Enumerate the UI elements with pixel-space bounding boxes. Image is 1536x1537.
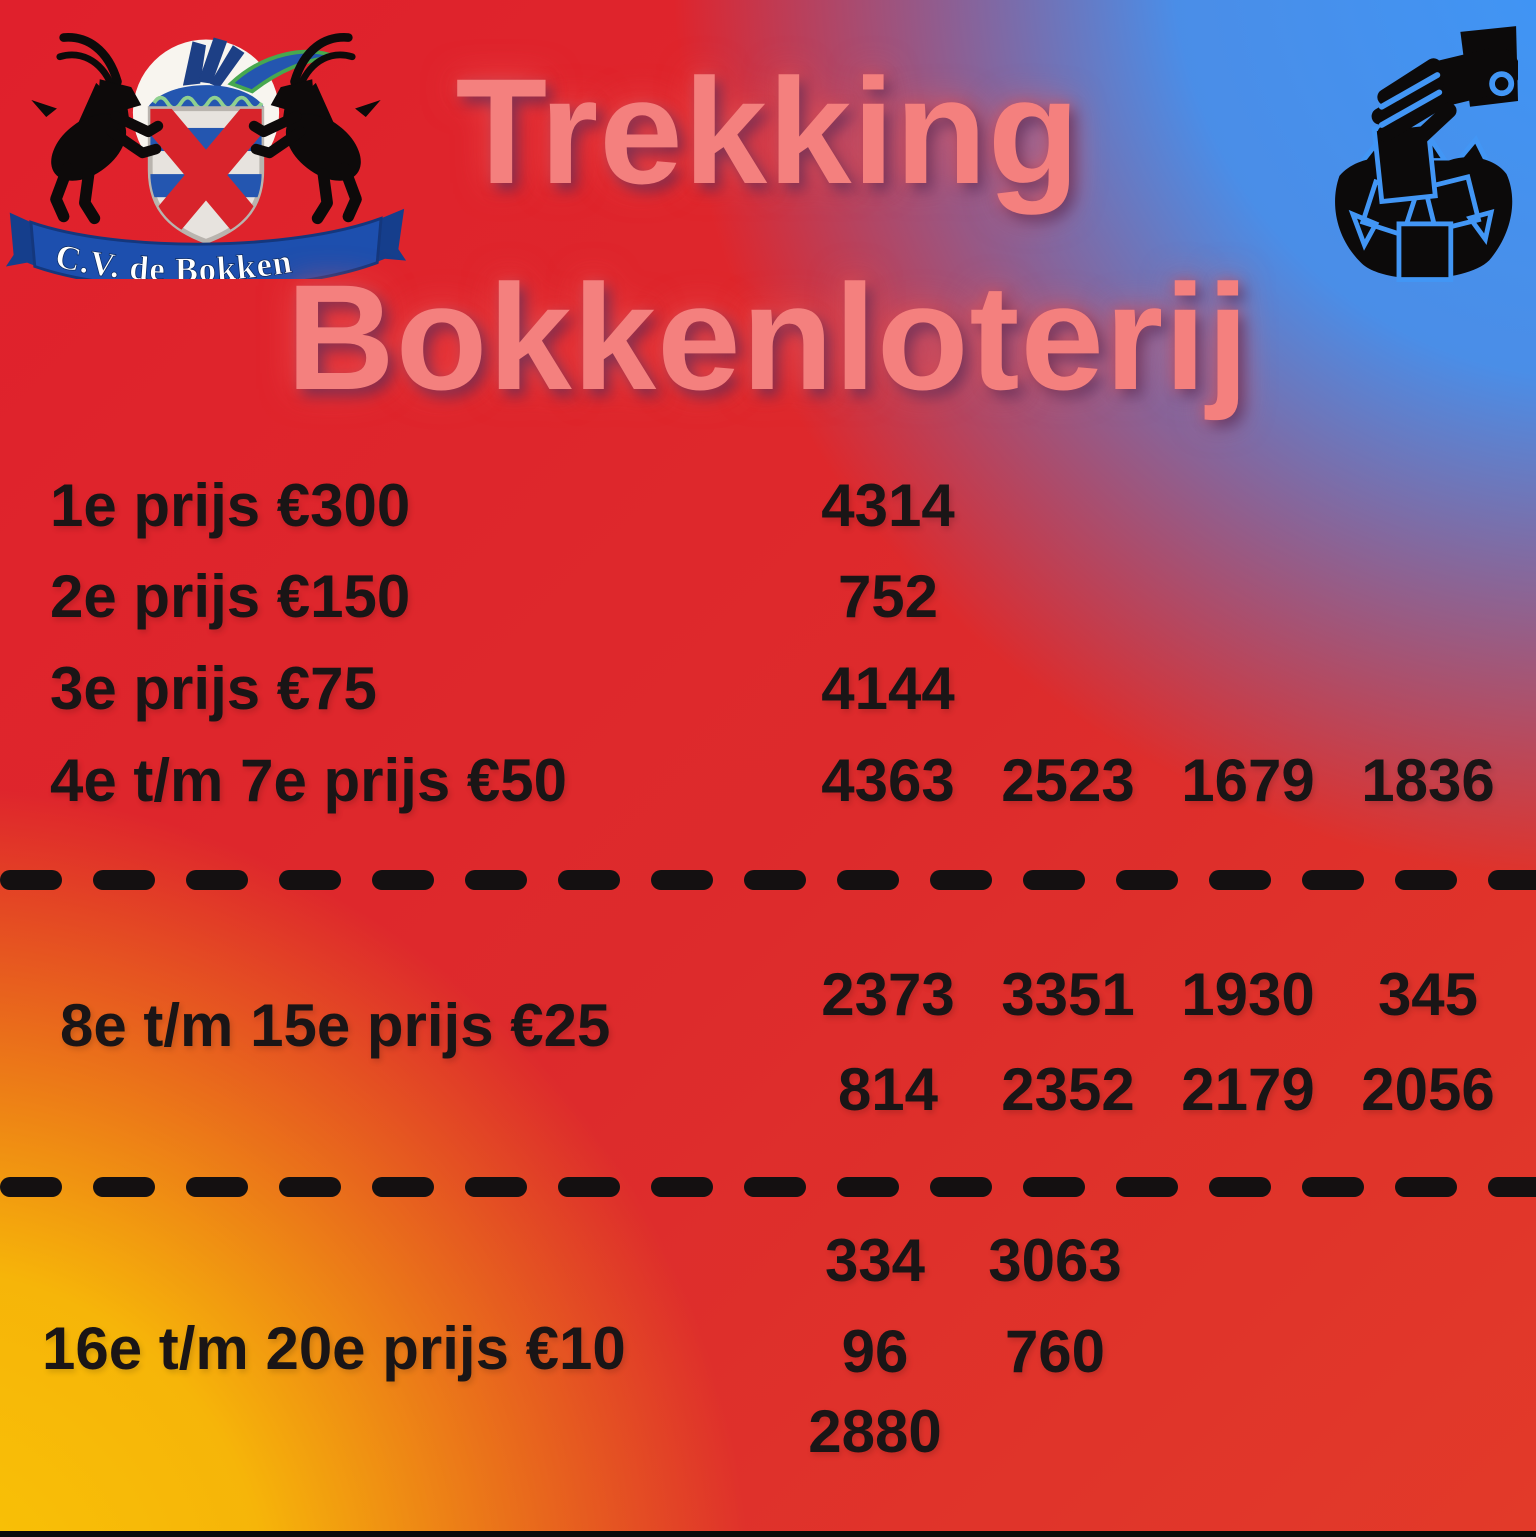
winning-number: 345 <box>1377 961 1479 1028</box>
winning-number: 2179 <box>1181 1056 1315 1123</box>
poster-title: Trekking Bokkenloterij <box>0 56 1536 412</box>
title-line-1: Trekking <box>455 47 1081 215</box>
prize-numbers-2: 752 <box>798 564 978 630</box>
winning-number: 2373 <box>821 961 955 1028</box>
winning-number: 334 <box>824 1227 926 1294</box>
carnival-cap-fan <box>182 37 245 88</box>
winning-number: 2056 <box>1361 1056 1495 1123</box>
winning-number: 2352 <box>1001 1056 1135 1123</box>
banner-fold-left <box>5 212 37 267</box>
dashed-divider <box>0 1177 1536 1197</box>
winning-number: 1679 <box>1181 747 1315 814</box>
winning-number: 1930 <box>1181 961 1315 1028</box>
dashed-divider <box>0 870 1536 890</box>
prize-label-3: 3e prijs €75 <box>50 655 377 722</box>
prize-numbers-mid-1: 2373 3351 1930 345 <box>798 962 1518 1028</box>
winning-number: 2523 <box>1001 747 1135 814</box>
arm <box>1418 47 1518 107</box>
prize-label-1: 1e prijs €300 <box>50 472 411 539</box>
bottom-border <box>0 1531 1536 1537</box>
goat-silhouette <box>31 33 164 225</box>
hand-fingers <box>1371 58 1457 146</box>
winning-number: 4144 <box>821 655 955 722</box>
hand-drawing-ticket-icon <box>1335 26 1518 282</box>
front-ticket <box>1396 221 1454 282</box>
winning-number: 3063 <box>988 1227 1122 1294</box>
winning-number: 4363 <box>821 747 955 814</box>
winning-number: 752 <box>837 563 939 630</box>
title-line-2: Bokkenloterij <box>286 253 1250 421</box>
winning-number: 814 <box>837 1056 939 1123</box>
prize-numbers-mid-2: 814 2352 2179 2056 <box>798 1057 1518 1123</box>
prize-numbers-bottom-2: 96 760 <box>785 1319 1145 1385</box>
winning-number: 760 <box>1004 1318 1106 1385</box>
prize-numbers-bottom-1: 334 3063 <box>785 1228 1145 1294</box>
winning-number: 3351 <box>1001 961 1135 1028</box>
prize-numbers-4: 4363 2523 1679 1836 <box>798 748 1518 814</box>
prize-numbers-bottom-3: 2880 <box>785 1399 965 1465</box>
winning-number: 96 <box>841 1318 909 1385</box>
banner-ribbon <box>29 216 383 279</box>
prize-label-2: 2e prijs €150 <box>50 563 411 630</box>
prize-label-mid: 8e t/m 15e prijs €25 <box>60 992 611 1059</box>
prize-label-bottom: 16e t/m 20e prijs €10 <box>42 1315 626 1382</box>
finger-gaps <box>1378 72 1443 128</box>
prize-numbers-1: 4314 <box>798 473 978 539</box>
banner-fold-right <box>375 208 407 263</box>
prize-label-4: 4e t/m 7e prijs €50 <box>50 747 567 814</box>
prize-numbers-3: 4144 <box>798 656 978 722</box>
sleeve-button <box>1489 71 1515 97</box>
winning-number: 4314 <box>821 472 955 539</box>
winning-number: 2880 <box>808 1398 942 1465</box>
shield-field <box>150 108 262 242</box>
club-crest-logo: C.V. de Bokken <box>5 24 407 279</box>
winning-number: 1836 <box>1361 747 1495 814</box>
